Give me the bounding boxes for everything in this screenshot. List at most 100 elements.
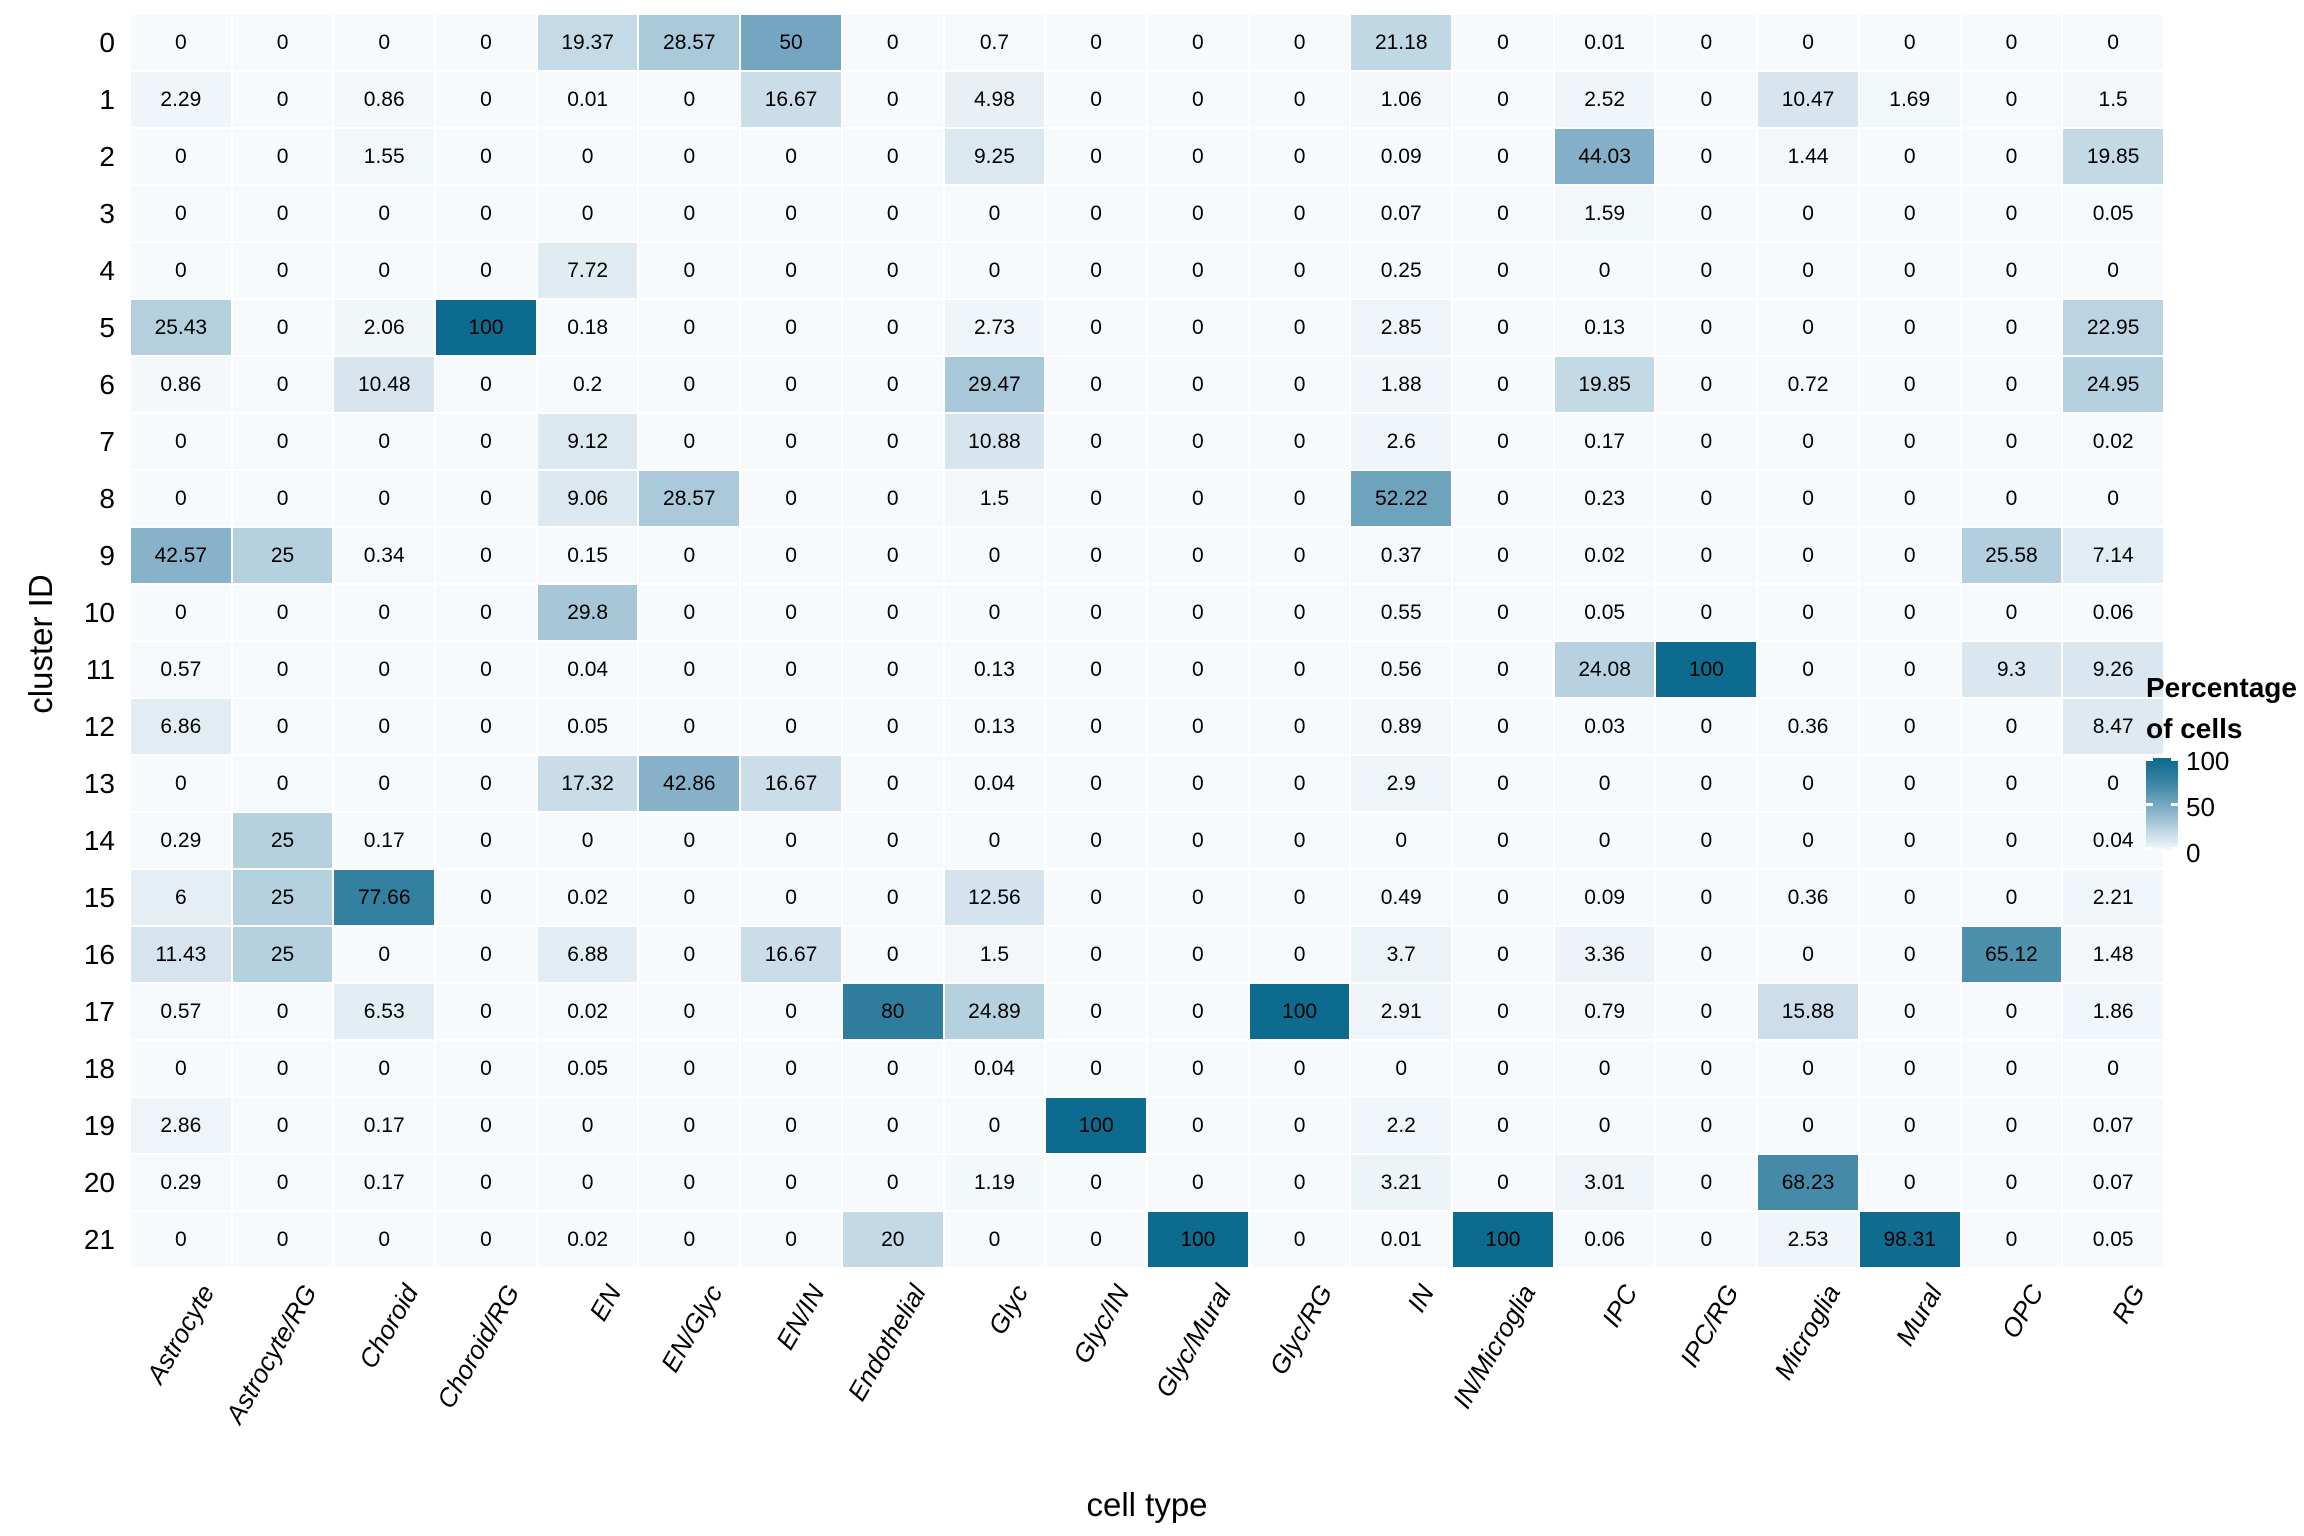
- heatmap-cell: 0.06: [2063, 585, 2163, 640]
- heatmap-cell: 2.85: [1351, 300, 1452, 355]
- heatmap-cell: 0: [1453, 813, 1553, 868]
- heatmap-cell: 0: [131, 756, 231, 811]
- heatmap-cell: 0: [1147, 528, 1248, 583]
- heatmap-cell: 42.86: [639, 756, 740, 811]
- heatmap-cell: 0: [232, 414, 333, 469]
- heatmap-cell: 2.52: [1554, 72, 1655, 127]
- heatmap-cell: 0: [1453, 300, 1553, 355]
- heatmap-cell: 0: [1453, 414, 1553, 469]
- heatmap-cell: 0: [232, 1155, 333, 1210]
- heatmap-cell: 0.55: [1351, 585, 1452, 640]
- heatmap-cell: 0: [232, 357, 333, 412]
- legend-tick-label-0: 0: [2186, 838, 2201, 868]
- heatmap-cell: 0: [741, 357, 841, 412]
- heatmap-cell: 0: [1656, 414, 1757, 469]
- heatmap-cell: 0: [436, 585, 536, 640]
- heatmap-cell: 25: [232, 927, 333, 982]
- legend-tick-mark: [2146, 802, 2153, 806]
- heatmap-cell: 9.06: [537, 471, 638, 526]
- heatmap-cell: 0: [1554, 756, 1655, 811]
- column-label-en-glyc: EN/Glyc: [655, 1279, 729, 1378]
- heatmap-cell: 3.21: [1351, 1155, 1452, 1210]
- heatmap-cell: 0: [1656, 72, 1757, 127]
- heatmap-cell: 0: [1147, 300, 1248, 355]
- heatmap-cell: 0: [2063, 1041, 2163, 1096]
- heatmap-cell: 0: [1961, 1212, 2062, 1267]
- heatmap-cell: 0: [1249, 72, 1350, 127]
- heatmap-cell: 0: [1961, 813, 2062, 868]
- heatmap-cell: 0: [741, 1041, 841, 1096]
- column-label-choroid: Choroid: [352, 1279, 425, 1374]
- heatmap-cell: 0: [1046, 129, 1146, 184]
- heatmap-cell: 0: [334, 699, 435, 754]
- heatmap-cell: 0: [1656, 1041, 1757, 1096]
- heatmap-cell: 0: [741, 471, 841, 526]
- heatmap-cell: 0: [1147, 813, 1248, 868]
- heatmap-cell: 0: [436, 984, 536, 1039]
- row-label-cluster-21: 21: [83, 1223, 115, 1255]
- heatmap-cell: 0: [1554, 1041, 1655, 1096]
- heatmap-cell: 0: [639, 414, 740, 469]
- heatmap-cell: 0: [1046, 414, 1146, 469]
- heatmap-cell: 0.17: [1554, 414, 1655, 469]
- heatmap-cell: 0: [1046, 984, 1146, 1039]
- row-label-cluster-6: 6: [99, 368, 115, 400]
- heatmap-cell: 0.7: [944, 15, 1045, 70]
- column-label-glyc-mural: Glyc/Mural: [1148, 1279, 1237, 1403]
- heatmap-cell: 0: [1961, 186, 2062, 241]
- heatmap-cell: 0: [1147, 1098, 1248, 1153]
- heatmap-cell: 0: [232, 984, 333, 1039]
- heatmap-cell: 0: [639, 528, 740, 583]
- heatmap-cell: 0: [1859, 1041, 1960, 1096]
- heatmap-cell: 0: [741, 1212, 841, 1267]
- heatmap-cell: 0: [1656, 528, 1757, 583]
- heatmap-cell: 2.29: [131, 72, 231, 127]
- heatmap-cell: 100: [1453, 1212, 1553, 1267]
- heatmap-cell: 0: [842, 243, 943, 298]
- heatmap-cell: 0.05: [2063, 1212, 2163, 1267]
- heatmap-cell: 0: [842, 471, 943, 526]
- heatmap-cell: 0: [1046, 300, 1146, 355]
- heatmap-cell: 29.8: [537, 585, 638, 640]
- heatmap-cell: 100: [1046, 1098, 1146, 1153]
- heatmap-cell: 0: [232, 585, 333, 640]
- heatmap-cell: 0: [436, 927, 536, 982]
- heatmap-cell: 0: [334, 1041, 435, 1096]
- heatmap-cell: 4.98: [944, 72, 1045, 127]
- heatmap-cell: 0: [639, 1155, 740, 1210]
- heatmap-cell: 0: [1656, 1155, 1757, 1210]
- heatmap-cell: 28.57: [639, 15, 740, 70]
- heatmap-cell: 0: [1961, 756, 2062, 811]
- row-label-cluster-11: 11: [85, 653, 115, 685]
- legend-tick-mark: [2146, 758, 2153, 761]
- heatmap-cell: 0: [1147, 699, 1248, 754]
- heatmap-cell: 0: [741, 528, 841, 583]
- heatmap-cell: 0: [1656, 813, 1757, 868]
- heatmap-cell: 0: [1046, 243, 1146, 298]
- heatmap-cell: 0: [842, 1098, 943, 1153]
- heatmap-cell: 0.02: [1554, 528, 1655, 583]
- heatmap-cell: 0: [1249, 186, 1350, 241]
- heatmap-cell: 2.06: [334, 300, 435, 355]
- heatmap-cell: 0: [232, 642, 333, 697]
- heatmap-cell: 0: [1249, 1155, 1350, 1210]
- heatmap-cell: 0: [741, 414, 841, 469]
- heatmap-cell: 0: [1351, 1041, 1452, 1096]
- column-label-microglia: Microglia: [1768, 1279, 1847, 1385]
- heatmap-cell: 0: [1046, 72, 1146, 127]
- heatmap-cell: 2.86: [131, 1098, 231, 1153]
- heatmap-cell: 0.04: [944, 1041, 1045, 1096]
- heatmap-cell: 0: [436, 186, 536, 241]
- heatmap-cell: 0: [1656, 129, 1757, 184]
- heatmap-cell: 0: [741, 984, 841, 1039]
- row-label-cluster-8: 8: [99, 482, 115, 514]
- heatmap-cell: 0: [639, 186, 740, 241]
- heatmap-cell: 0.2: [537, 357, 638, 412]
- heatmap-cell: 0: [1453, 471, 1553, 526]
- heatmap-cell: 0: [436, 72, 536, 127]
- heatmap-cell: 0: [1046, 870, 1146, 925]
- heatmap-cell: 0.02: [537, 1212, 638, 1267]
- heatmap-cell: 25: [232, 870, 333, 925]
- heatmap-cell: 0: [1656, 300, 1757, 355]
- heatmap-cell: 0: [1453, 642, 1553, 697]
